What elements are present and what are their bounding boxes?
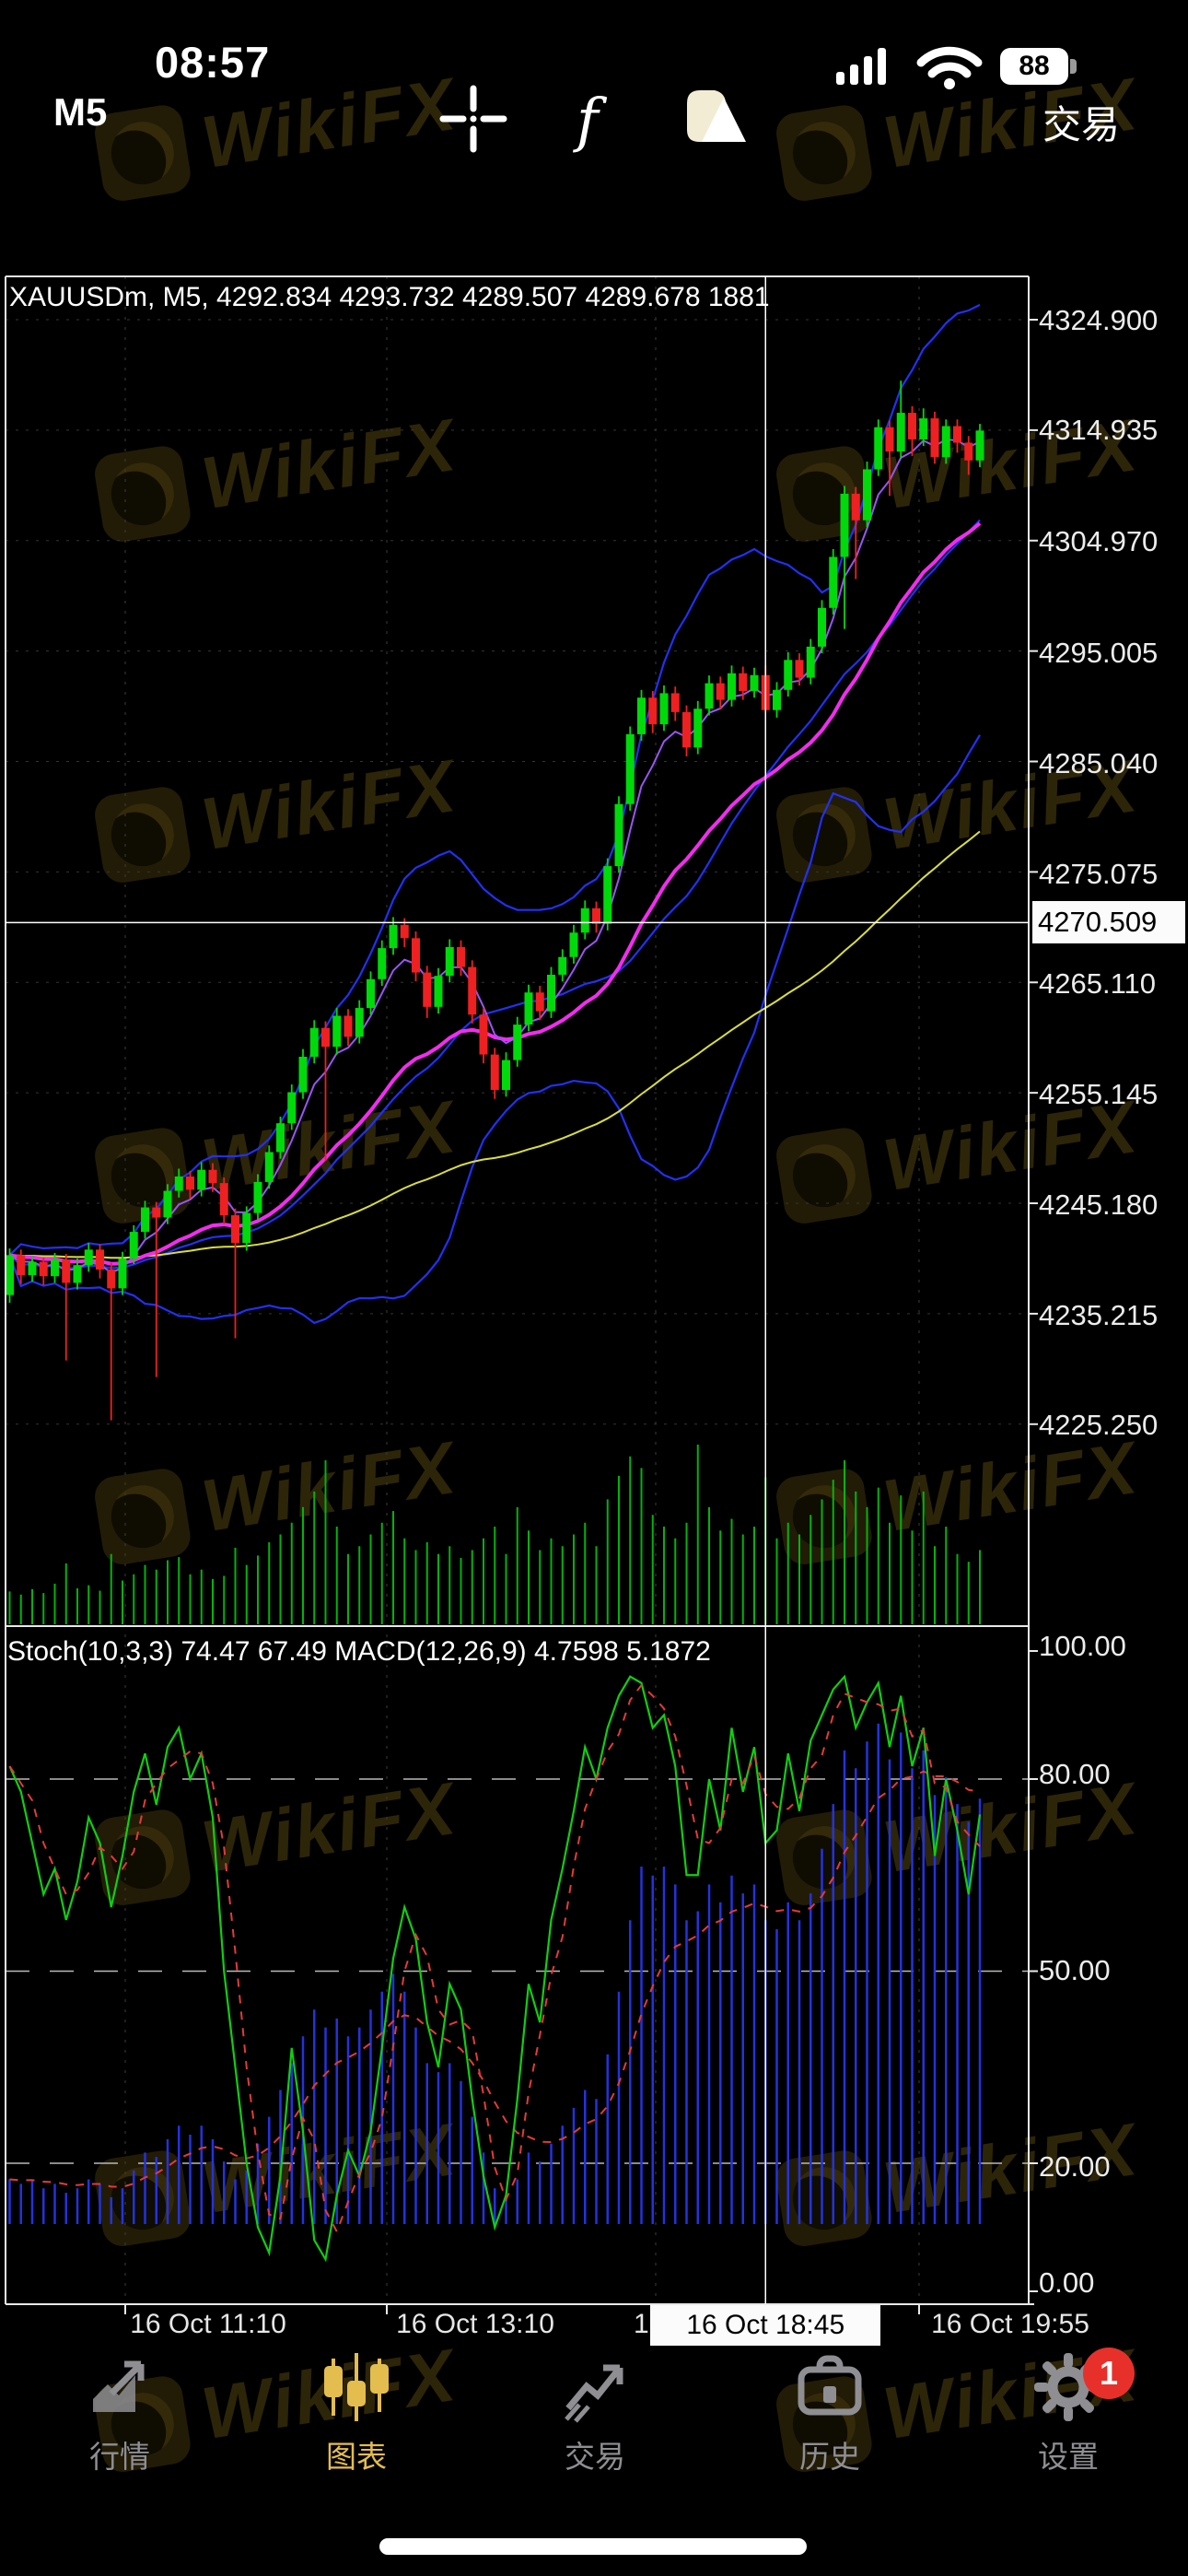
time-axis-label: 16 Oct 19:55 <box>931 2309 1089 2339</box>
status-time: 08:57 <box>155 38 271 87</box>
battery-icon: 88 <box>1000 48 1068 85</box>
indicator-axis-label: 50.00 <box>1039 1954 1111 1986</box>
home-indicator[interactable] <box>379 2538 807 2555</box>
indicator-header: Stoch(10,3,3) 74.47 67.49 MACD(12,26,9) … <box>7 1636 711 1667</box>
price-axis-label: 4245.180 <box>1039 1188 1159 1221</box>
nav-label: 交易 <box>565 2440 625 2474</box>
crosshair-time-label: 16 Oct 18:45 <box>650 2305 881 2346</box>
nav-label: 设置 <box>1038 2440 1099 2474</box>
objects-icon[interactable] <box>687 90 746 142</box>
price-axis-label: 4275.075 <box>1039 858 1159 890</box>
price-axis-label: 4314.935 <box>1039 414 1159 446</box>
price-axis-label: 4324.900 <box>1039 304 1159 336</box>
price-axis-label: 4225.250 <box>1039 1409 1159 1441</box>
price-axis-label: 4265.110 <box>1039 967 1156 1000</box>
nav-item-history[interactable]: 历史 <box>742 2351 917 2476</box>
battery-nub <box>1070 59 1077 74</box>
time-axis-label-partial: 1 <box>634 2309 649 2339</box>
signal-strength-icon <box>836 48 886 85</box>
time-axis-label: 16 Oct 13:10 <box>396 2309 554 2339</box>
quotes-icon <box>93 2360 145 2412</box>
price-axis-label: 4295.005 <box>1039 637 1159 669</box>
nav-item-charts[interactable]: 图表 <box>269 2351 444 2476</box>
price-axis-label: 4285.040 <box>1039 747 1159 779</box>
price-axis-label: 4255.145 <box>1039 1078 1159 1110</box>
indicator-axis-label: 100.00 <box>1039 1630 1126 1662</box>
indicator-axis-label: 20.00 <box>1039 2150 1111 2183</box>
indicator-axis-label: 0.00 <box>1039 2266 1095 2299</box>
trade-icon <box>565 2364 623 2423</box>
function-icon[interactable]: f <box>573 87 608 155</box>
trade-button[interactable]: 交易 <box>1042 103 1121 146</box>
nav-item-quotes[interactable]: 行情 <box>32 2351 207 2476</box>
status-icons <box>836 46 983 89</box>
indicator-axis-label: 80.00 <box>1039 1758 1111 1790</box>
crosshair-price-label: 4270.509 <box>1032 901 1185 944</box>
chart-ohlc-header: XAUUSDm, M5, 4292.834 4293.732 4289.507 … <box>9 282 770 312</box>
time-axis-label: 16 Oct 11:10 <box>130 2309 286 2339</box>
timeframe-button[interactable]: M5 <box>53 90 108 134</box>
nav-label: 历史 <box>799 2440 860 2474</box>
nav-label: 行情 <box>89 2440 150 2474</box>
nav-label: 图表 <box>326 2440 387 2474</box>
history-icon <box>798 2355 862 2416</box>
settings-badge: 1 <box>1083 2348 1135 2399</box>
nav-item-trade[interactable]: 交易 <box>507 2351 682 2476</box>
charts-icon <box>324 2353 389 2421</box>
price-axis-label: 4304.970 <box>1039 525 1159 557</box>
wifi-icon <box>916 46 983 89</box>
crosshair-tool-icon[interactable] <box>439 85 507 153</box>
price-axis-label: 4235.215 <box>1039 1299 1159 1331</box>
